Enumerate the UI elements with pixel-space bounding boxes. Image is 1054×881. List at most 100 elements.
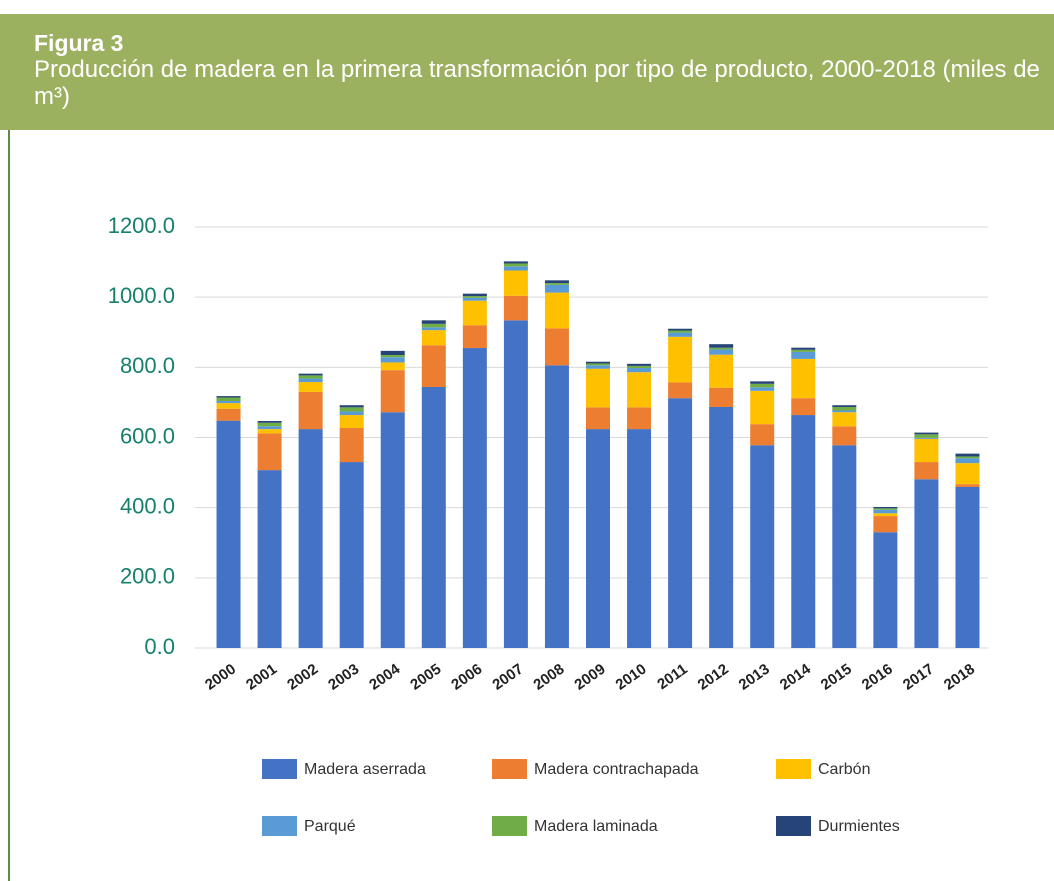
bar-segment bbox=[750, 381, 775, 384]
bar-segment bbox=[873, 516, 898, 533]
side-border bbox=[8, 130, 10, 881]
bar-segment bbox=[421, 320, 446, 324]
bar-segment bbox=[503, 266, 528, 271]
bar-segment bbox=[627, 368, 652, 373]
bar-segment bbox=[544, 365, 569, 648]
bar-segment bbox=[750, 387, 775, 391]
bar-segment bbox=[380, 370, 405, 413]
bar-segment bbox=[586, 407, 610, 430]
bar-segment bbox=[421, 386, 446, 648]
bar-segment bbox=[832, 406, 857, 411]
bar-segment bbox=[668, 332, 693, 337]
bar-segment bbox=[503, 320, 528, 648]
bar-segment bbox=[216, 408, 241, 421]
bar-segment bbox=[873, 508, 898, 510]
bar-segment bbox=[339, 462, 364, 648]
bar-segment bbox=[339, 405, 364, 408]
bar-segment bbox=[914, 437, 939, 439]
bar-segment bbox=[462, 325, 487, 349]
bar-segment bbox=[832, 410, 857, 413]
bar-segment bbox=[709, 349, 734, 355]
bar-segment bbox=[462, 348, 487, 648]
bar-segment bbox=[955, 484, 980, 487]
x-tick-label: 2010 bbox=[613, 661, 650, 694]
bar-segment bbox=[955, 458, 980, 464]
x-tick-label: 2013 bbox=[736, 661, 773, 694]
bar-segment bbox=[791, 415, 816, 648]
header: Figura 3 Producción de madera en la prim… bbox=[0, 14, 1054, 130]
y-tick-label: 0.0 bbox=[144, 634, 175, 659]
bar-segment bbox=[380, 412, 405, 648]
bar-segment bbox=[627, 365, 652, 369]
bar-segment bbox=[791, 349, 816, 352]
bar-segment bbox=[627, 407, 652, 430]
x-tick-label: 2009 bbox=[571, 661, 608, 694]
bar-segment bbox=[462, 296, 487, 298]
bar-segment bbox=[586, 363, 610, 366]
bar-segment bbox=[380, 350, 405, 356]
bar-segment bbox=[257, 433, 282, 471]
bar-segment bbox=[750, 445, 775, 648]
chart-title: Figura 3 bbox=[34, 30, 124, 56]
legend-swatch bbox=[492, 816, 527, 836]
bar-segment bbox=[462, 293, 487, 297]
bar-segment bbox=[298, 373, 323, 376]
bar-segment bbox=[298, 375, 323, 379]
bar-segment bbox=[750, 390, 775, 425]
bar-segment bbox=[257, 426, 282, 430]
bar-segment bbox=[503, 261, 528, 264]
bar-segment bbox=[627, 372, 652, 408]
x-tick-label: 2018 bbox=[941, 661, 978, 694]
bar-segment bbox=[257, 421, 282, 423]
bar-segment bbox=[544, 328, 569, 366]
bar-segment bbox=[627, 429, 652, 648]
x-tick-label: 2015 bbox=[818, 661, 855, 694]
legend-swatch bbox=[776, 759, 811, 779]
bar-segment bbox=[298, 391, 323, 430]
bar-segment bbox=[709, 344, 734, 348]
bar-segment bbox=[668, 336, 693, 383]
bar-segment bbox=[216, 396, 241, 398]
bar-segment bbox=[216, 420, 241, 648]
bar-segment bbox=[544, 292, 569, 329]
bar-segment bbox=[544, 280, 569, 284]
x-tick-label: 2005 bbox=[407, 661, 444, 694]
x-tick-label: 2008 bbox=[530, 661, 567, 694]
x-tick-label: 2000 bbox=[202, 661, 239, 694]
legend-label: Durmientes bbox=[818, 818, 900, 835]
x-tick-label: 2003 bbox=[325, 661, 362, 694]
bar-segment bbox=[586, 365, 610, 369]
bar-segment bbox=[709, 354, 734, 388]
legend-swatch bbox=[492, 759, 527, 779]
y-tick-label: 200.0 bbox=[120, 564, 175, 589]
bar-segment bbox=[503, 263, 528, 267]
bar-segment bbox=[709, 387, 734, 407]
bar-segment bbox=[421, 345, 446, 387]
bar-segment bbox=[668, 382, 693, 399]
bar-segment bbox=[339, 415, 364, 429]
legend-swatch bbox=[262, 816, 297, 836]
bar-segment bbox=[339, 428, 364, 463]
bar-segment bbox=[750, 383, 775, 388]
bar-segment bbox=[216, 401, 241, 404]
bar-segment bbox=[503, 270, 528, 296]
bar-segment bbox=[750, 424, 775, 446]
bar-segment bbox=[955, 453, 980, 457]
bar-segment bbox=[914, 462, 939, 480]
bar-segment bbox=[586, 361, 610, 364]
bar-segment bbox=[668, 328, 693, 331]
bar-segment bbox=[462, 297, 487, 301]
bar-segment bbox=[216, 403, 241, 409]
legend-label: Carbón bbox=[818, 761, 870, 778]
bar-segment bbox=[586, 429, 610, 648]
bar-segment bbox=[421, 330, 446, 346]
bar-segment bbox=[873, 509, 898, 514]
x-tick-label: 2016 bbox=[859, 661, 896, 694]
bar-segment bbox=[914, 434, 939, 438]
x-tick-label: 2004 bbox=[366, 660, 404, 693]
bar-segment bbox=[298, 382, 323, 392]
x-tick-label: 2012 bbox=[695, 661, 732, 694]
bar-segment bbox=[380, 362, 405, 371]
